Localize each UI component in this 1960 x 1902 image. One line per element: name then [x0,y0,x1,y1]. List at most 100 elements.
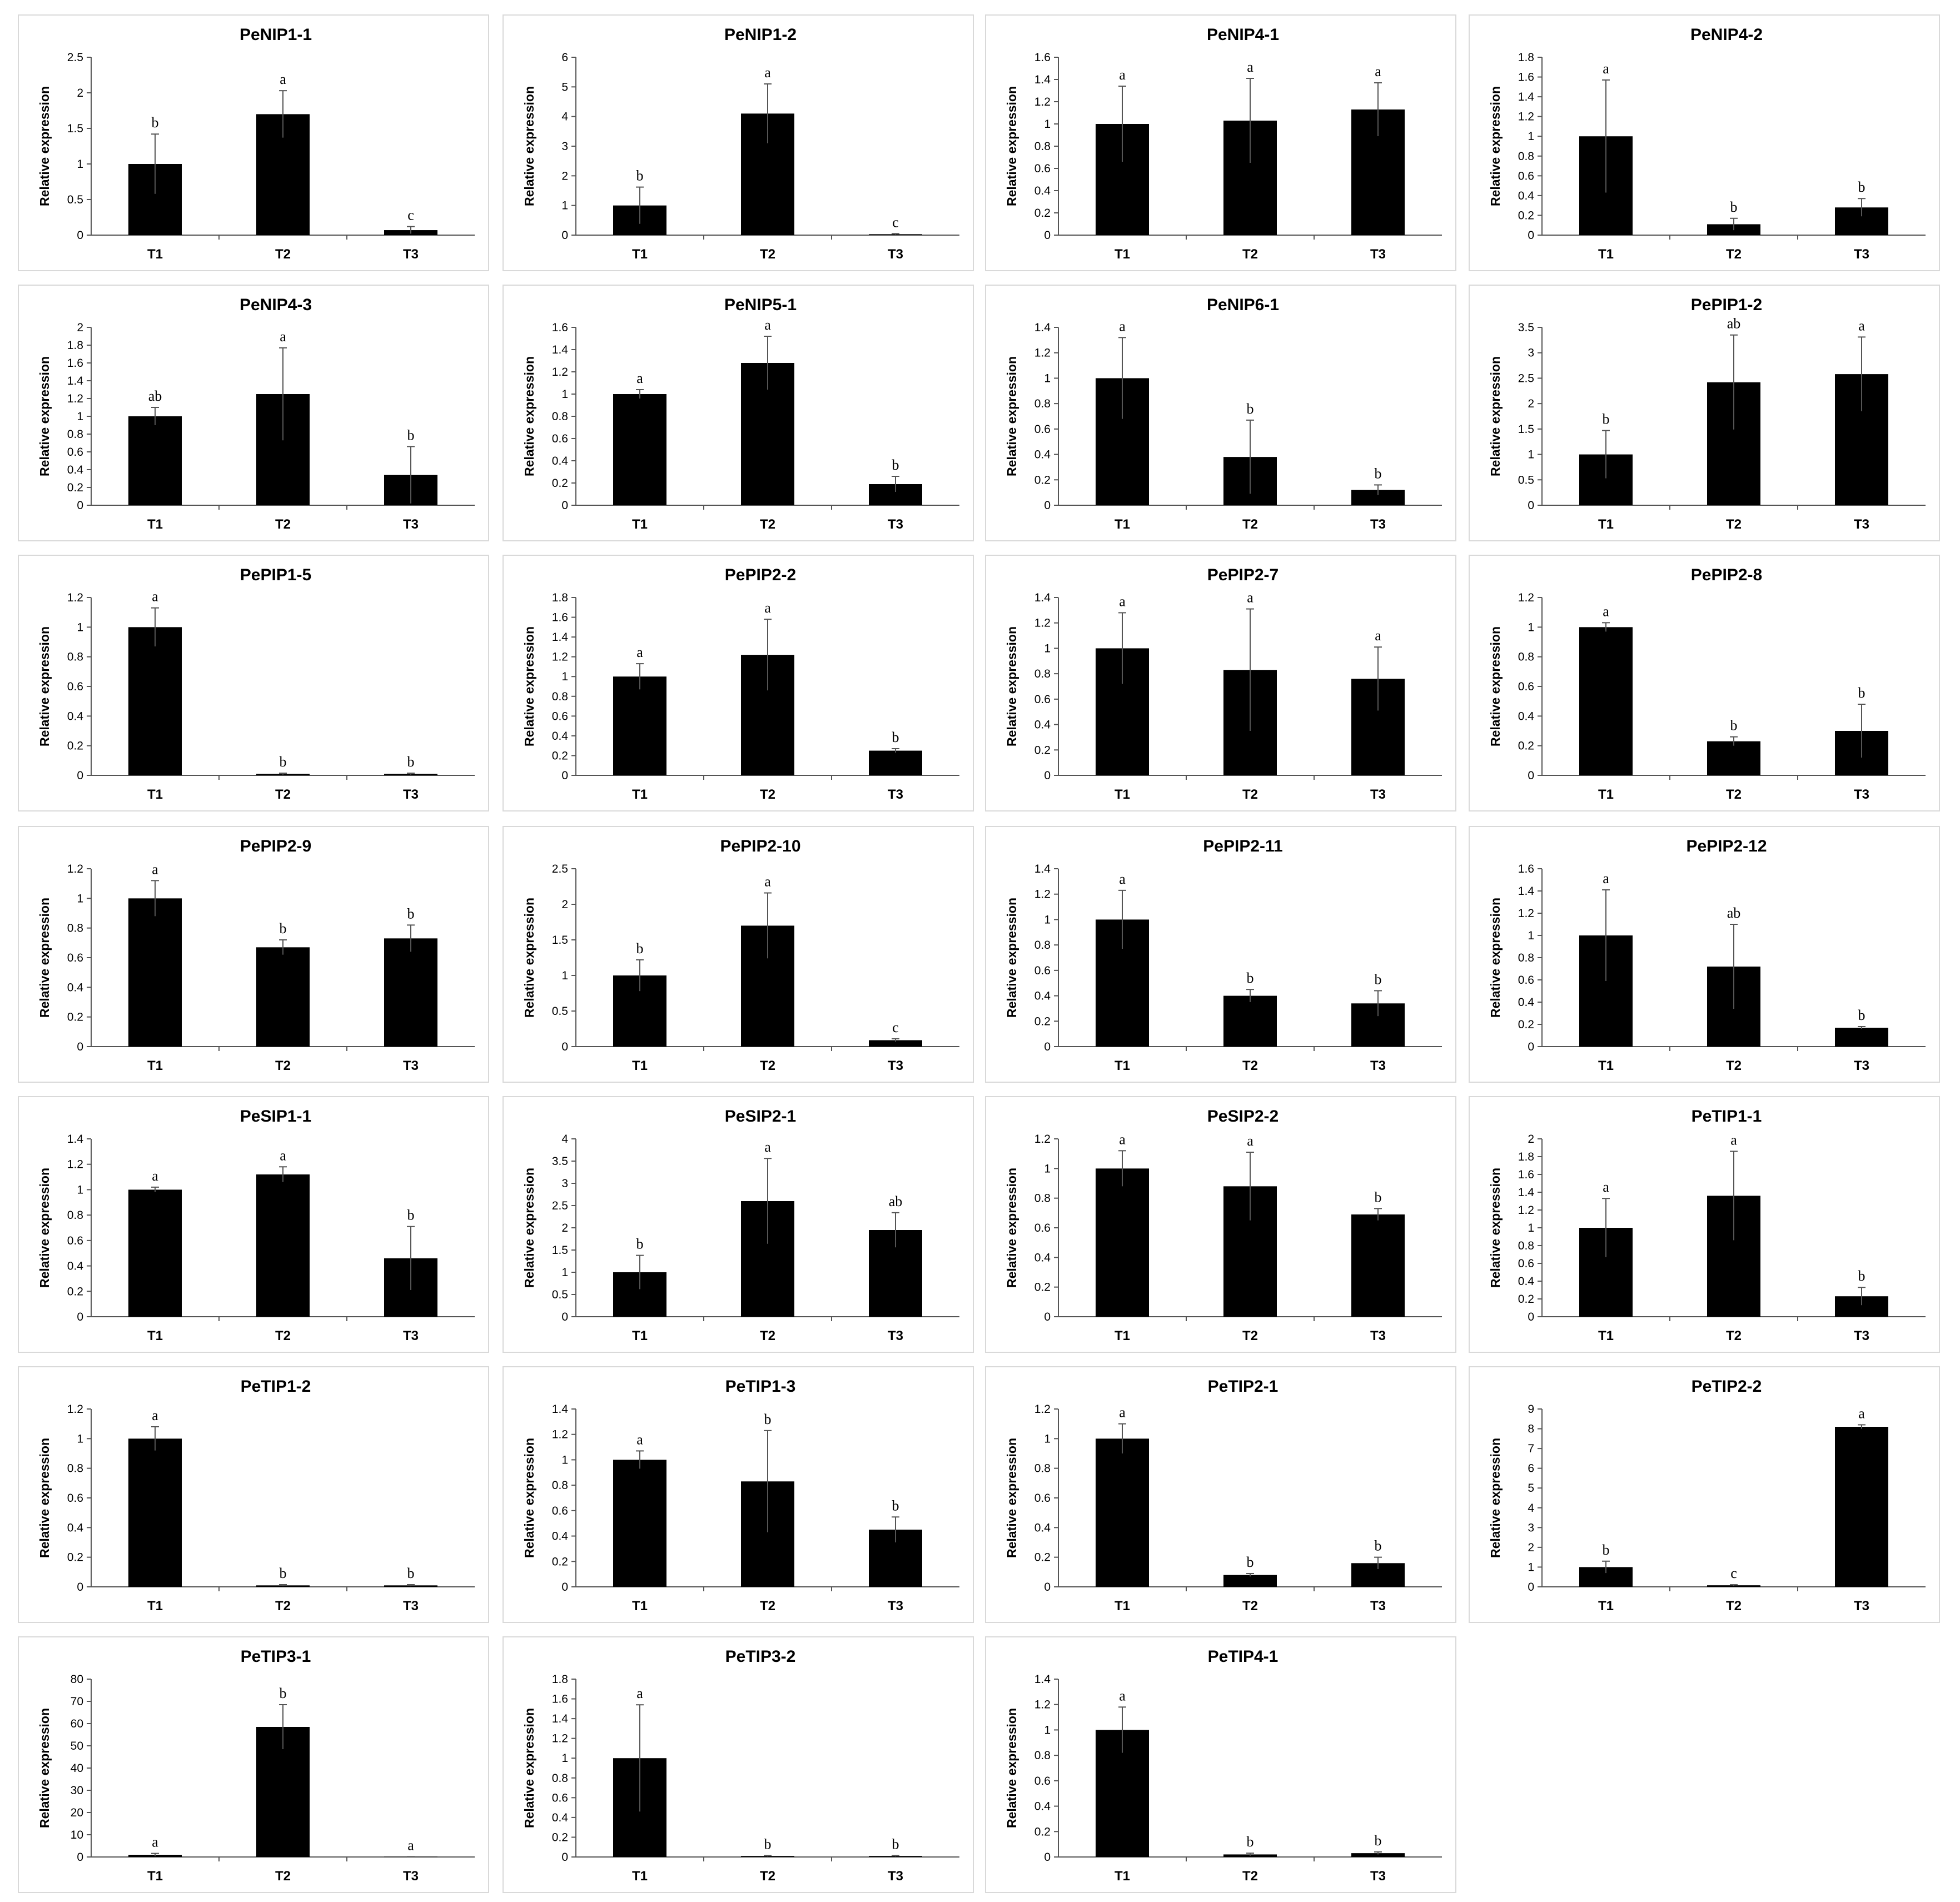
bar-chart-svg: PeTIP3-2 Relative expression 0 0.2 0.4 0.6 0.8… [522,1647,959,1884]
y-tick-label: 0.2 [1518,209,1534,222]
significance-label: b [1858,1007,1866,1023]
y-tick-label: 80 [71,1673,83,1686]
significance-label: a [280,1147,286,1163]
significance-label: a [1603,61,1609,77]
y-tick-label: 0.2 [1034,1551,1051,1564]
x-tick-label: T3 [403,787,419,802]
chart-title: PePIP2-12 [1686,837,1767,855]
chart-panel-pepip2-7: PePIP2-7 Relative expression 0 0.2 0.4 0.6 0.8… [985,555,1456,811]
y-tick-label: 1.4 [552,1403,569,1416]
x-tick-label: T2 [1726,517,1742,532]
significance-label: a [152,1834,158,1850]
chart-panel-pepip2-2: PePIP2-2 Relative expression 0 0.2 0.4 0.6 0.8… [503,555,974,811]
y-tick-label: 1 [561,1752,568,1765]
y-tick-label: 0.8 [1034,1749,1051,1762]
bar-chart-svg: PeSIP2-1 Relative expression 0 0.5 1 1.5 2 2.5 3… [522,1107,959,1343]
y-tick-label: 0 [561,1040,568,1053]
y-tick-label: 1.6 [1518,71,1534,84]
y-tick-label: 0.6 [67,680,83,693]
chart-title: PeSIP2-2 [1207,1107,1279,1126]
error-bar [1858,1026,1866,1029]
y-tick-label: 0.4 [552,1811,569,1824]
y-tick-label: 0 [1528,499,1534,512]
y-axis-label: Relative expression [522,1168,536,1288]
y-tick-label: 0.8 [67,428,83,441]
x-tick-label: T2 [760,1058,775,1073]
bar-t2 [256,774,310,775]
y-tick-label: 1.6 [1518,863,1534,875]
significance-label: a [636,644,643,660]
y-tick-label: 1 [1044,372,1051,385]
y-tick-label: 0.2 [1034,474,1051,486]
error-bar [1118,1706,1126,1753]
error-bar [636,186,644,224]
y-tick-label: 1 [561,1266,568,1279]
y-tick-label: 0.6 [1518,974,1534,987]
y-tick-label: 1.6 [552,321,568,334]
y-tick-label: 6 [1528,1462,1534,1475]
error-bar [1374,990,1382,1017]
x-tick-label: T1 [632,1058,648,1073]
y-axis-label: Relative expression [1488,356,1503,476]
significance-label: b [280,920,287,937]
y-tick-label: 1.8 [1518,51,1534,64]
y-tick-label: 0 [77,1851,83,1864]
y-tick-label: 0.5 [1518,474,1534,486]
y-tick-label: 1.6 [552,1693,568,1706]
y-tick-label: 0 [561,769,568,782]
y-tick-label: 0.4 [1518,710,1535,723]
x-tick-label: T3 [888,247,903,262]
x-tick-label: T1 [1598,1599,1614,1614]
y-tick-label: 1.2 [67,863,83,875]
y-tick-label: 1.2 [67,1158,83,1171]
error-bar [1246,1573,1254,1577]
error-bar [892,1038,899,1042]
significance-label: ab [1727,316,1741,332]
significance-label: c [407,207,414,223]
error-bar [279,1704,287,1749]
y-tick-label: 0.4 [1518,996,1535,1009]
y-axis-label: Relative expression [1004,626,1019,746]
y-tick-label: 0.2 [552,477,568,490]
y-tick-label: 1.2 [1518,907,1534,920]
bar-chart-svg: PeTIP1-2 Relative expression 0 0.2 0.4 0.6 0.8… [37,1377,475,1614]
error-bar [764,1855,772,1857]
y-tick-label: 1.5 [1518,423,1534,436]
x-tick-label: T1 [147,787,163,802]
significance-label: b [1603,411,1610,427]
significance-label: a [1247,590,1253,606]
y-tick-label: 3 [1528,1521,1534,1534]
error-bar [1730,217,1738,231]
error-bar [892,1855,899,1857]
error-bar [279,1584,287,1586]
error-bar [279,939,287,955]
error-bar [892,748,899,753]
y-axis-label: Relative expression [522,626,536,746]
x-tick-label: T3 [1854,247,1869,262]
error-bar [1118,337,1126,419]
significance-label: b [764,1411,772,1427]
significance-label: a [1119,67,1126,83]
y-tick-label: 0.6 [1034,1775,1051,1788]
y-tick-label: 1.8 [552,1673,568,1686]
y-tick-label: 1.2 [552,1732,568,1745]
error-bar [151,407,159,425]
error-bar [1118,1423,1126,1453]
y-tick-label: 0.8 [1034,1462,1051,1475]
error-bar [1858,1287,1866,1306]
bar-chart-svg: PePIP2-8 Relative expression 0 0.2 0.4 0.6 0.8… [1488,566,1926,802]
x-tick-label: T2 [275,1599,291,1614]
chart-panel-pepip1-5: PePIP1-5 Relative expression 0 0.2 0.4 0.6 0.8… [18,555,489,811]
significance-label: b [1858,685,1866,701]
y-tick-label: 1.5 [552,1244,568,1257]
bar-chart-svg: PeNIP5-1 Relative expression 0 0.2 0.4 0.6 0.8… [522,296,959,532]
chart-title: PeNIP1-1 [240,26,312,44]
bar-t2 [1223,995,1277,1047]
x-tick-label: T3 [1370,787,1386,802]
significance-label: b [280,1565,287,1581]
y-tick-label: 7 [1528,1442,1534,1455]
x-tick-label: T3 [888,517,903,532]
y-tick-label: 1.4 [1518,91,1535,103]
y-tick-label: 0.4 [552,455,569,467]
chart-title: PePIP1-2 [1691,296,1762,314]
